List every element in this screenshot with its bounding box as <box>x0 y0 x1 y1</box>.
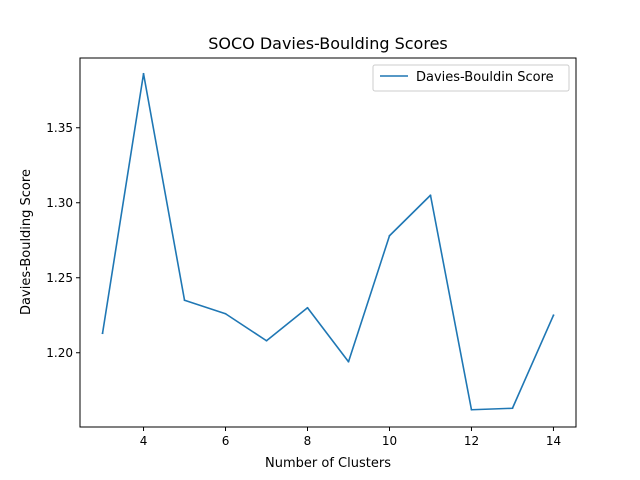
data-point <box>388 234 391 237</box>
legend: Davies-Bouldin Score <box>372 64 570 92</box>
data-point <box>306 306 309 309</box>
data-point <box>224 312 227 315</box>
chart-title: SOCO Davies-Boulding Scores <box>208 34 448 53</box>
data-point <box>265 339 268 342</box>
data-point <box>470 408 473 411</box>
series-layer <box>101 72 555 411</box>
ticks-layer: 4 6 8 10 12 14 1.20 1.25 1.30 1.35 <box>46 121 561 448</box>
x-tick-label: 8 <box>304 434 312 448</box>
data-point <box>101 332 104 335</box>
x-tick-label: 4 <box>140 434 148 448</box>
x-axis-label: Number of Clusters <box>265 456 391 471</box>
legend-entry-davies-bouldin-score: Davies-Bouldin Score <box>416 70 554 85</box>
x-tick-label: 12 <box>464 434 479 448</box>
y-axis-label: Davies-Boulding Score <box>19 169 34 315</box>
series-line-davies-bouldin-score <box>101 72 555 411</box>
y-tick-label: 1.20 <box>46 346 73 360</box>
data-point <box>183 299 186 302</box>
legend-box <box>372 64 570 92</box>
y-tick-label: 1.30 <box>46 196 73 210</box>
data-point <box>429 194 432 197</box>
x-tick-label: 14 <box>546 434 561 448</box>
data-point <box>347 360 350 363</box>
y-tick-label: 1.35 <box>46 121 73 135</box>
data-point <box>552 314 555 317</box>
x-tick-label: 10 <box>382 434 397 448</box>
y-tick-label: 1.25 <box>46 271 73 285</box>
x-tick-label: 6 <box>222 434 230 448</box>
data-point <box>511 407 514 410</box>
plot-frame <box>79 57 577 428</box>
data-point <box>142 72 145 75</box>
